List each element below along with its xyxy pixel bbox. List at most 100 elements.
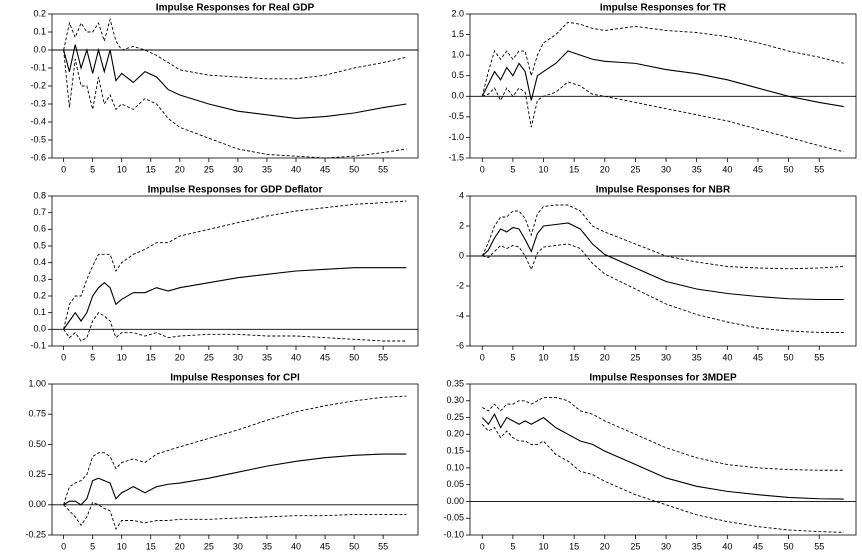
y-tick-label: 0.30 [446,395,464,405]
y-tick-label: 0.20 [446,429,464,439]
chart-title: Impulse Responses for GDP Deflator [148,185,323,196]
response-line [63,44,407,119]
x-tick-label: 5 [90,164,95,174]
response-line [63,395,407,505]
response-line [63,49,407,159]
y-tick-label: 0.35 [446,378,464,388]
x-tick-label: 20 [600,352,610,362]
plot-frame [51,195,419,347]
x-tick-label: 40 [722,541,732,551]
response-line [481,50,844,108]
y-tick-label: 0.4 [33,257,46,267]
y-tick-label: 0 [459,250,464,260]
y-tick-label: 0.15 [446,445,464,455]
x-tick-label: 10 [539,164,549,174]
y-tick-label: 0.25 [28,469,46,479]
y-tick-label: 0.1 [33,307,46,317]
y-tick-label: -0.10 [443,529,464,539]
x-tick-label: 40 [291,164,301,174]
y-tick-label: 0.00 [28,499,46,509]
x-tick-label: 45 [753,541,763,551]
response-line [63,200,407,330]
x-tick-label: 35 [262,541,272,551]
response-line [481,222,844,301]
x-tick-label: 30 [233,164,243,174]
y-tick-label: -0.25 [25,529,46,539]
y-tick-label: 1.00 [28,378,46,388]
chart-title: Impulse Responses for CPI [170,373,300,384]
x-tick-label: 45 [320,164,330,174]
plot-frame [51,13,419,159]
y-tick-label: -0.5 [30,134,46,144]
y-tick-label: 0.6 [33,224,46,234]
x-tick-label: 20 [175,352,185,362]
x-tick-label: 15 [569,164,579,174]
x-tick-label: 0 [480,352,485,362]
y-tick-label: -0.1 [30,340,46,350]
y-tick-label: -2 [456,280,464,290]
x-tick-label: 20 [600,164,610,174]
y-tick-label: -0.2 [30,80,46,90]
x-tick-label: 0 [480,541,485,551]
y-tick-label: 0.8 [33,190,46,200]
y-tick-label: -0.05 [443,513,464,523]
x-tick-label: 15 [569,541,579,551]
x-tick-label: 50 [349,164,359,174]
response-line [481,21,844,97]
x-tick-label: 45 [320,352,330,362]
x-tick-label: 5 [510,352,515,362]
x-tick-label: 15 [146,352,156,362]
response-line [63,453,407,506]
y-tick-label: 0.00 [446,496,464,506]
x-tick-label: 5 [90,352,95,362]
y-tick-label: -1.0 [448,132,464,142]
y-tick-label: 4 [459,190,464,200]
y-tick-label: 0.0 [33,44,46,54]
response-line [482,396,844,471]
y-tick-label: -0.5 [448,111,464,121]
response-line [63,267,407,330]
x-tick-label: 55 [378,352,388,362]
plot-frame [51,383,419,536]
y-tick-label: 0.5 [33,240,46,250]
y-tick-label: 0.2 [33,290,46,300]
x-tick-label: 30 [661,164,671,174]
x-tick-label: 25 [204,541,214,551]
x-tick-label: 35 [692,164,702,174]
x-tick-label: 15 [146,164,156,174]
response-line [63,501,407,530]
x-tick-label: 0 [61,541,66,551]
x-tick-label: 35 [692,541,702,551]
x-tick-label: 55 [814,352,824,362]
x-tick-label: 25 [204,352,214,362]
response-line [482,243,844,333]
x-tick-label: 40 [291,541,301,551]
response-line [482,81,844,153]
x-tick-label: 0 [480,164,485,174]
x-tick-label: 15 [569,352,579,362]
x-tick-label: 25 [630,164,640,174]
y-tick-label: -0.4 [30,116,46,126]
response-line [481,413,844,500]
x-tick-label: 5 [90,541,95,551]
x-tick-label: 25 [630,541,640,551]
response-line [481,423,844,533]
y-tick-label: 0.10 [446,462,464,472]
x-tick-label: 30 [661,352,671,362]
x-tick-label: 5 [510,164,515,174]
x-tick-label: 55 [814,164,824,174]
plot-frame [469,383,857,536]
y-tick-label: 0.3 [33,274,46,284]
x-tick-label: 50 [349,352,359,362]
y-tick-label: 0.50 [28,439,46,449]
y-tick-label: -0.6 [30,152,46,162]
y-tick-label: 1.5 [451,29,464,39]
x-tick-label: 5 [510,541,515,551]
x-tick-label: 50 [784,164,794,174]
x-tick-label: 10 [117,164,127,174]
x-tick-label: 30 [661,541,671,551]
x-tick-label: 40 [722,164,732,174]
x-tick-label: 50 [784,541,794,551]
plot-frame [469,13,857,159]
y-tick-label: 0.5 [451,70,464,80]
